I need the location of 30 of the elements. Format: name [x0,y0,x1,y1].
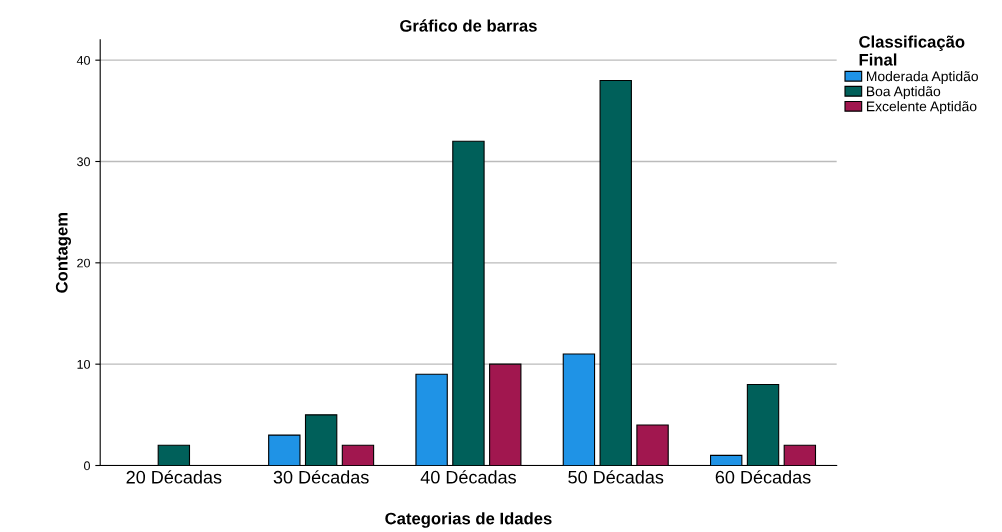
bar [341,444,375,466]
chart-title: Gráfico de barras [400,19,537,32]
y-tick-label: 20 [77,258,90,268]
legend-title: Classificação Final [859,35,965,66]
x-tick-label: 40 Décadas [420,470,516,484]
x-tick-label: 20 Décadas [126,470,222,484]
bar [157,444,191,466]
y-tick-label: 30 [77,157,90,167]
bar [746,383,780,466]
x-tick-label: 50 Décadas [568,470,664,484]
bar [709,454,743,466]
y-axis-title: Contagem [55,212,72,293]
x-tick-label: 30 Décadas [273,470,369,484]
bar [783,444,817,466]
bar [268,434,301,466]
y-tick-label: 10 [77,359,90,369]
bar [415,373,448,466]
legend-label: Excelente Aptidão [866,101,977,115]
legend-label: Moderada Aptidão [866,71,978,84]
bar [562,353,596,466]
bar [636,424,669,466]
x-tick-label: 60 Décadas [715,470,811,484]
bar [489,363,522,466]
x-axis-title: Categorias de Idades [385,512,552,528]
y-tick-label: 0 [84,461,90,471]
y-tick-label: 40 [76,55,90,65]
bar [599,79,632,466]
bar [452,140,485,466]
bar [304,414,338,466]
legend-label: Boa Aptidão [866,86,941,100]
